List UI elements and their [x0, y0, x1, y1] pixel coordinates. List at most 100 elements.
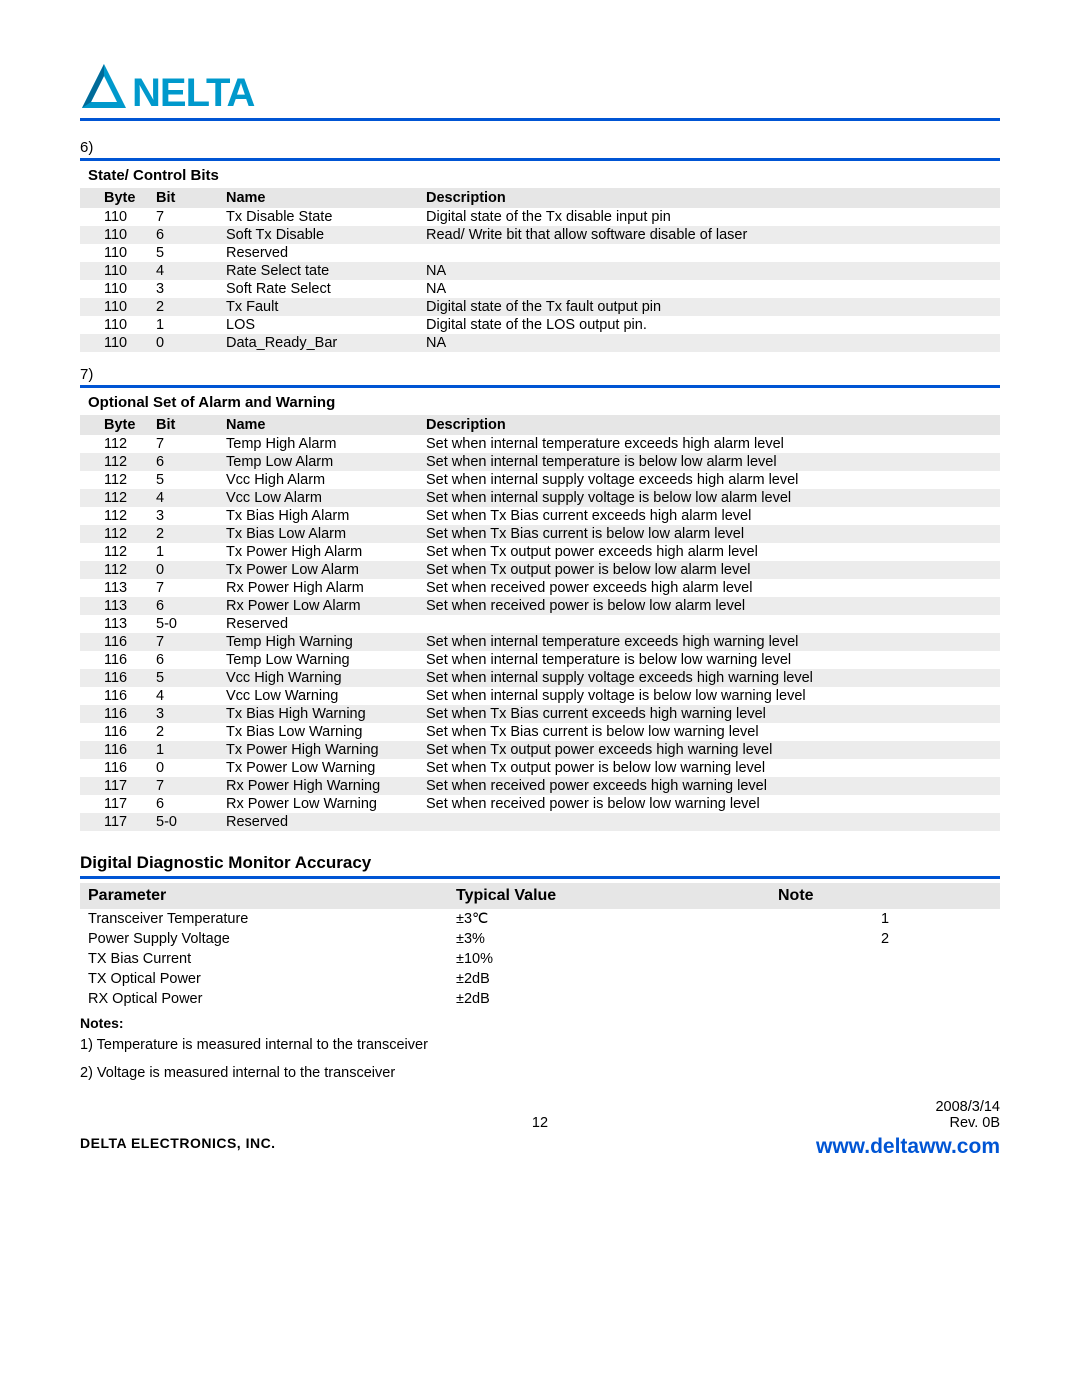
accuracy-table: Parameter Typical Value Note Transceiver… [80, 883, 1000, 1009]
cell-name: Vcc High Alarm [220, 471, 420, 489]
cell-name: Tx Fault [220, 298, 420, 316]
cell-byte: 112 [80, 543, 150, 561]
cell-bit: 0 [150, 334, 220, 352]
table-row: 1162Tx Bias Low WarningSet when Tx Bias … [80, 723, 1000, 741]
cell-desc: NA [420, 280, 1000, 298]
table-row: 1166Temp Low WarningSet when internal te… [80, 651, 1000, 669]
delta-logo: NELTA [80, 60, 290, 118]
cell-byte: 117 [80, 813, 150, 831]
col-name: Name [220, 415, 420, 435]
cell-name: Vcc Low Warning [220, 687, 420, 705]
header-logo-row: NELTA [80, 60, 1000, 121]
cell-desc [420, 615, 1000, 633]
cell-value: ±2dB [448, 969, 770, 989]
table-row: 1107Tx Disable StateDigital state of the… [80, 208, 1000, 226]
cell-note [770, 949, 1000, 969]
col-parameter: Parameter [80, 883, 448, 909]
table-row: RX Optical Power±2dB [80, 989, 1000, 1009]
table-row: TX Bias Current±10% [80, 949, 1000, 969]
cell-byte: 113 [80, 615, 150, 633]
cell-value: ±10% [448, 949, 770, 969]
col-desc: Description [420, 415, 1000, 435]
table-row: 1167Temp High WarningSet when internal t… [80, 633, 1000, 651]
cell-desc: Digital state of the Tx fault output pin [420, 298, 1000, 316]
table-row: 1177Rx Power High WarningSet when receiv… [80, 777, 1000, 795]
footer-url: www.deltaww.com [816, 1135, 1000, 1159]
cell-bit: 7 [150, 579, 220, 597]
col-typical: Typical Value [448, 883, 770, 909]
cell-byte: 116 [80, 669, 150, 687]
col-byte: Byte [80, 415, 150, 435]
table-row: 1103Soft Rate SelectNA [80, 280, 1000, 298]
col-name: Name [220, 188, 420, 208]
col-desc: Description [420, 188, 1000, 208]
cell-byte: 117 [80, 777, 150, 795]
cell-desc: Set when internal supply voltage exceeds… [420, 669, 1000, 687]
cell-desc: Set when internal supply voltage exceeds… [420, 471, 1000, 489]
cell-name: Temp High Warning [220, 633, 420, 651]
cell-param: TX Bias Current [80, 949, 448, 969]
cell-param: TX Optical Power [80, 969, 448, 989]
cell-desc [420, 244, 1000, 262]
table-row: Power Supply Voltage±3%2 [80, 929, 1000, 949]
footer-date: 2008/3/14 [696, 1099, 1000, 1115]
alarm-warning-table: Byte Bit Name Description 1127Temp High … [80, 415, 1000, 831]
cell-desc [420, 813, 1000, 831]
svg-text:NELTA: NELTA [132, 71, 254, 115]
cell-byte: 110 [80, 208, 150, 226]
cell-byte: 116 [80, 741, 150, 759]
cell-bit: 2 [150, 525, 220, 543]
cell-bit: 4 [150, 489, 220, 507]
cell-desc: Set when internal temperature is below l… [420, 651, 1000, 669]
table-row: 1124Vcc Low AlarmSet when internal suppl… [80, 489, 1000, 507]
table-row: 1165Vcc High WarningSet when internal su… [80, 669, 1000, 687]
col-bit: Bit [150, 188, 220, 208]
cell-desc: Set when Tx Bias current exceeds high wa… [420, 705, 1000, 723]
table-row: 1106Soft Tx DisableRead/ Write bit that … [80, 226, 1000, 244]
cell-desc: NA [420, 334, 1000, 352]
cell-desc: Digital state of the LOS output pin. [420, 316, 1000, 334]
cell-name: Reserved [220, 244, 420, 262]
cell-note: 1 [770, 909, 1000, 929]
table-row: 1105Reserved [80, 244, 1000, 262]
table-row: 1136Rx Power Low AlarmSet when received … [80, 597, 1000, 615]
cell-byte: 112 [80, 525, 150, 543]
cell-bit: 5 [150, 669, 220, 687]
cell-bit: 5 [150, 244, 220, 262]
cell-byte: 110 [80, 262, 150, 280]
table-row: 1120Tx Power Low AlarmSet when Tx output… [80, 561, 1000, 579]
footer-rev: Rev. 0B [696, 1115, 1000, 1131]
table-row: TX Optical Power±2dB [80, 969, 1000, 989]
cell-name: Rx Power Low Alarm [220, 597, 420, 615]
cell-bit: 6 [150, 795, 220, 813]
cell-desc: Set when Tx Bias current is below low al… [420, 525, 1000, 543]
table-row: 1101LOSDigital state of the LOS output p… [80, 316, 1000, 334]
section-6-number: 6) [80, 139, 1000, 161]
cell-bit: 5-0 [150, 615, 220, 633]
cell-desc: Set when received power exceeds high ala… [420, 579, 1000, 597]
cell-name: Tx Bias Low Warning [220, 723, 420, 741]
section-7-number: 7) [80, 366, 1000, 388]
col-note: Note [770, 883, 1000, 909]
footer-bottom: DELTA ELECTRONICS, INC. www.deltaww.com [80, 1135, 1000, 1159]
cell-bit: 2 [150, 723, 220, 741]
cell-byte: 116 [80, 651, 150, 669]
cell-byte: 113 [80, 597, 150, 615]
cell-name: Rx Power High Alarm [220, 579, 420, 597]
cell-bit: 6 [150, 453, 220, 471]
cell-desc: Set when Tx output power exceeds high wa… [420, 741, 1000, 759]
note-1: 1) Temperature is measured internal to t… [80, 1037, 1000, 1053]
cell-desc: Read/ Write bit that allow software disa… [420, 226, 1000, 244]
cell-desc: Digital state of the Tx disable input pi… [420, 208, 1000, 226]
cell-byte: 116 [80, 705, 150, 723]
table-row: 1175-0Reserved [80, 813, 1000, 831]
cell-note [770, 969, 1000, 989]
cell-name: Tx Power High Warning [220, 741, 420, 759]
cell-name: Rate Select tate [220, 262, 420, 280]
table-row: 1127Temp High AlarmSet when internal tem… [80, 435, 1000, 453]
table-row: 1100Data_Ready_BarNA [80, 334, 1000, 352]
cell-name: Tx Bias Low Alarm [220, 525, 420, 543]
cell-bit: 3 [150, 280, 220, 298]
cell-byte: 116 [80, 759, 150, 777]
accuracy-title: Digital Diagnostic Monitor Accuracy [80, 853, 1000, 879]
